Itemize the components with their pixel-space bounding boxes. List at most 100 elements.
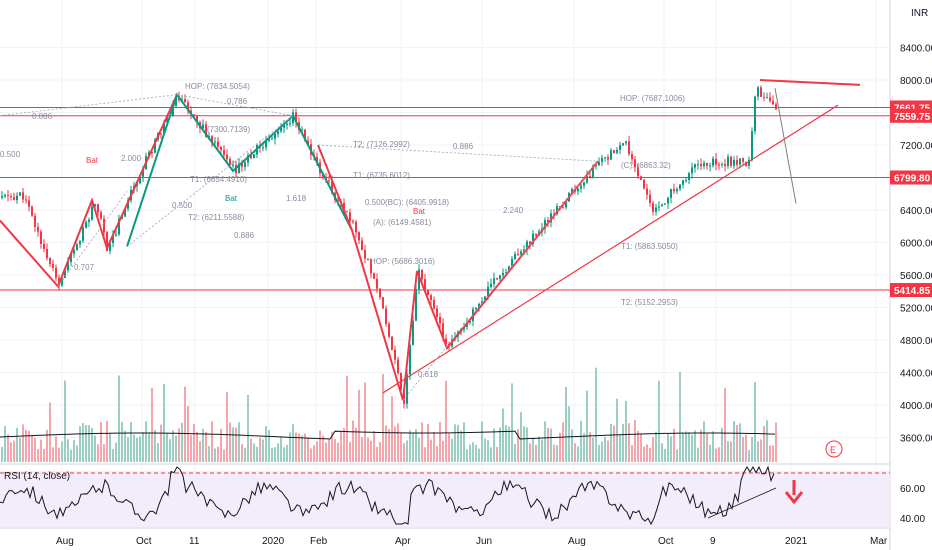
volume-bar	[445, 380, 447, 462]
volume-bar	[70, 449, 72, 462]
volume-bar	[259, 437, 261, 462]
volume-bar	[526, 427, 528, 462]
volume-bar	[613, 425, 615, 462]
volume-bar	[652, 437, 654, 462]
candle-body	[697, 164, 699, 166]
volume-bar	[208, 446, 210, 462]
candle-body	[304, 129, 306, 141]
candle-body	[475, 307, 477, 310]
candle-body	[562, 207, 564, 209]
candle-body	[604, 157, 606, 159]
candle-body	[763, 96, 765, 98]
candle-body	[91, 206, 93, 220]
candle-body	[370, 258, 372, 274]
volume-bar	[499, 427, 501, 462]
volume-bar	[694, 430, 696, 462]
volume-bar	[592, 437, 594, 462]
volume-bar	[505, 425, 507, 462]
candle-body	[139, 176, 141, 184]
volume-bar	[724, 387, 726, 462]
candle-body	[493, 278, 495, 284]
candle-body	[703, 162, 705, 167]
volume-bar	[343, 428, 345, 462]
harmonic-patterns	[0, 92, 599, 401]
candle-body	[724, 163, 726, 167]
volume-bar	[49, 402, 51, 462]
candle-body	[118, 218, 120, 235]
candle-body	[76, 244, 78, 251]
candle-body	[766, 97, 768, 99]
volume-bar	[241, 444, 243, 462]
volume-bar	[448, 433, 450, 462]
volume-bar	[226, 392, 228, 462]
volume-bar	[52, 447, 54, 462]
volume-bar	[745, 434, 747, 462]
volume-bar	[301, 435, 303, 462]
projection-label: 0.500	[172, 201, 193, 210]
volume-bar	[178, 428, 180, 462]
volume-bar	[295, 432, 297, 462]
volume-bar	[175, 435, 177, 462]
volume-bar	[310, 448, 312, 462]
volume-bar	[457, 424, 459, 462]
volume-bar	[601, 441, 603, 462]
volume-bar	[43, 448, 45, 462]
candle-body	[109, 243, 111, 251]
volume-bar	[196, 431, 198, 462]
pattern-connector	[317, 144, 599, 162]
candle-body	[688, 173, 690, 180]
candle-body	[571, 189, 573, 193]
volume-bar	[184, 386, 186, 462]
candle-body	[100, 212, 102, 219]
volume-bar	[271, 447, 273, 462]
volume-bar	[514, 443, 516, 462]
candle-body	[205, 124, 207, 137]
candle-body	[658, 206, 660, 208]
volume-bar	[562, 422, 564, 462]
pattern-label: Bat	[86, 156, 99, 165]
volume-bar	[217, 446, 219, 462]
volume-bar	[292, 424, 294, 462]
earnings-event-icon[interactable]	[825, 440, 843, 458]
candle-body	[508, 266, 510, 273]
candle-body	[184, 99, 186, 103]
volume-bar	[520, 412, 522, 462]
volume-bar	[688, 432, 690, 462]
projection-label: T2: (5152.2953)	[621, 298, 678, 307]
volume-bar	[718, 447, 720, 462]
projection-label: 0.500(BC): (6405.9918)	[365, 198, 449, 207]
candle-body	[103, 218, 105, 233]
candle-body	[307, 140, 309, 145]
volume-bar	[37, 448, 39, 462]
volume-bar	[442, 440, 444, 462]
candle-body	[613, 150, 615, 153]
candle-body	[88, 219, 90, 223]
volume-bar	[661, 443, 663, 462]
volume-bar	[166, 433, 168, 462]
candle-body	[106, 232, 108, 251]
volume-bar	[133, 434, 135, 462]
candle-body	[670, 188, 672, 198]
candle-body	[112, 235, 114, 244]
rsi-tick-label: 60.00	[900, 484, 925, 495]
volume-bar	[685, 431, 687, 462]
volume-bar	[46, 429, 48, 462]
volume-bar	[316, 441, 318, 462]
volume-bar	[274, 447, 276, 462]
candle-body	[634, 159, 636, 168]
volume-bar	[211, 421, 213, 462]
candle-body	[424, 279, 426, 291]
volume-bar	[376, 446, 378, 462]
candle-body	[502, 272, 504, 276]
volume-bar	[193, 423, 195, 462]
volume-bar	[355, 427, 357, 462]
volume-bar	[415, 429, 417, 462]
candle-body	[241, 163, 243, 167]
candle-body	[427, 290, 429, 296]
candle-body	[496, 278, 498, 280]
candle-body	[610, 150, 612, 160]
candle-body	[637, 167, 639, 177]
candle-body	[382, 297, 384, 309]
volume-bar	[754, 382, 756, 462]
